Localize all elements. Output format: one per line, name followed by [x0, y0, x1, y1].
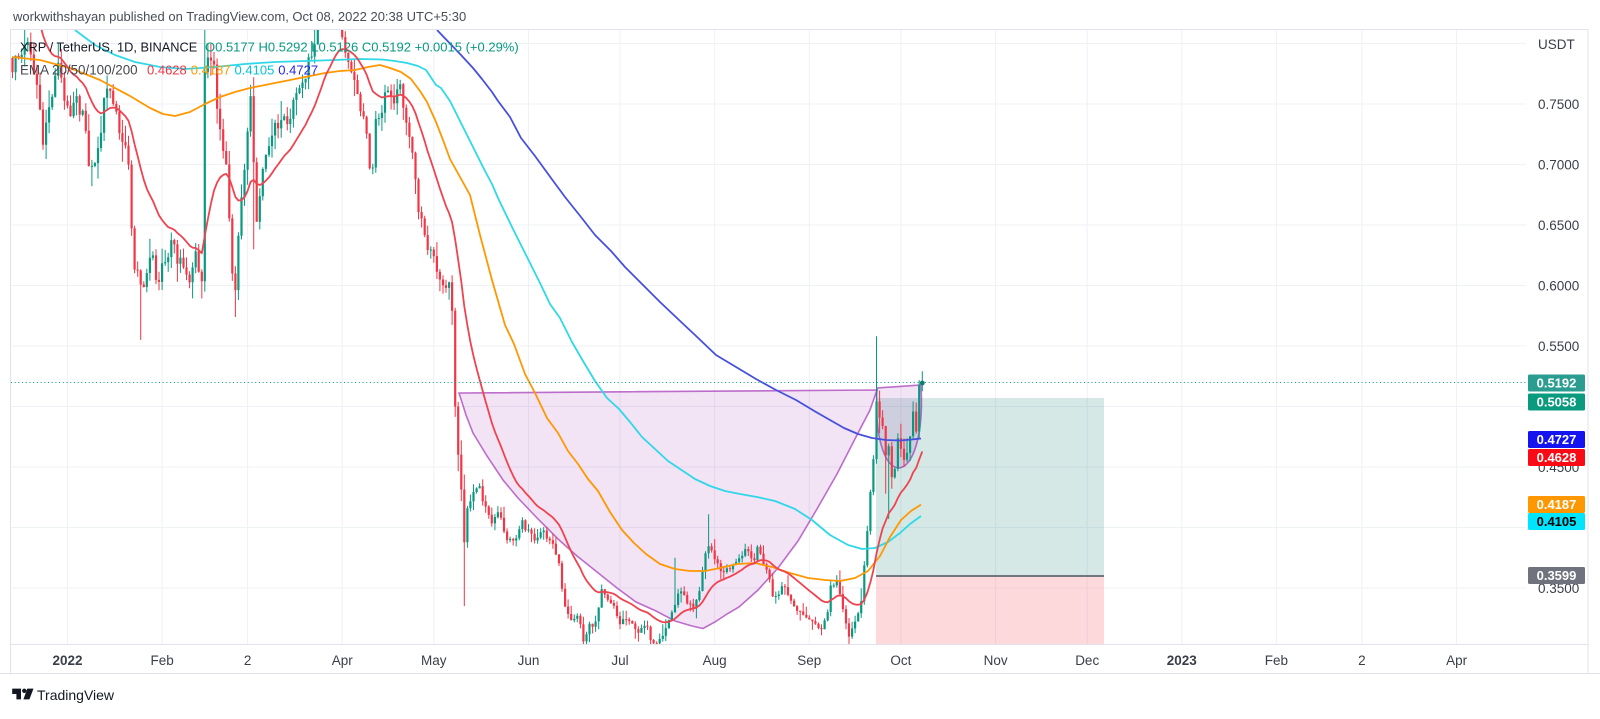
svg-text:Dec: Dec [1075, 653, 1099, 668]
svg-text:O0.5177 H0.5292 L0.5126 C0.: O0.5177 H0.5292 L0.5126 C0.5192 +0.0015 … [205, 40, 519, 55]
svg-text:Apr: Apr [332, 653, 354, 668]
svg-text:Feb: Feb [150, 653, 173, 668]
svg-text:USDT: USDT [1538, 37, 1575, 52]
svg-text:EMA 20/50/100/200: EMA 20/50/100/200 [20, 63, 138, 78]
svg-text:0.3599: 0.3599 [1537, 568, 1577, 583]
svg-text:Feb: Feb [1265, 653, 1288, 668]
svg-text:2023: 2023 [1167, 653, 1198, 668]
svg-text:0.5500: 0.5500 [1538, 339, 1579, 354]
svg-text:0.4727: 0.4727 [1537, 432, 1577, 447]
svg-text:Apr: Apr [1446, 653, 1468, 668]
svg-text:workwithshayan published on Tr: workwithshayan published on TradingView.… [12, 9, 466, 24]
svg-text:0.3500: 0.3500 [1538, 581, 1579, 596]
svg-text:0.4628: 0.4628 [1537, 450, 1577, 465]
svg-text:0.6000: 0.6000 [1538, 279, 1579, 294]
svg-text:Jul: Jul [611, 653, 628, 668]
svg-text:Oct: Oct [890, 653, 911, 668]
svg-text:2022: 2022 [52, 653, 82, 668]
svg-text:XRP / TetherUS, 1D, BINANCE: XRP / TetherUS, 1D, BINANCE [20, 40, 197, 55]
svg-text:0.7500: 0.7500 [1538, 97, 1579, 112]
svg-text:0.6500: 0.6500 [1538, 218, 1579, 233]
svg-text:Nov: Nov [984, 653, 1008, 668]
svg-text:0.5192: 0.5192 [1537, 376, 1577, 391]
svg-text:May: May [421, 653, 447, 668]
svg-text:0.4105: 0.4105 [1537, 514, 1577, 529]
svg-text:0.7000: 0.7000 [1538, 158, 1579, 173]
svg-text:0.5058: 0.5058 [1537, 395, 1577, 410]
svg-text:Sep: Sep [797, 653, 821, 668]
svg-text:Aug: Aug [703, 653, 727, 668]
svg-text:Jun: Jun [518, 653, 540, 668]
svg-text:TradingView: TradingView [37, 687, 115, 703]
svg-text:2: 2 [1358, 653, 1366, 668]
svg-text:0.4187: 0.4187 [1537, 497, 1577, 512]
svg-text:2: 2 [244, 653, 252, 668]
